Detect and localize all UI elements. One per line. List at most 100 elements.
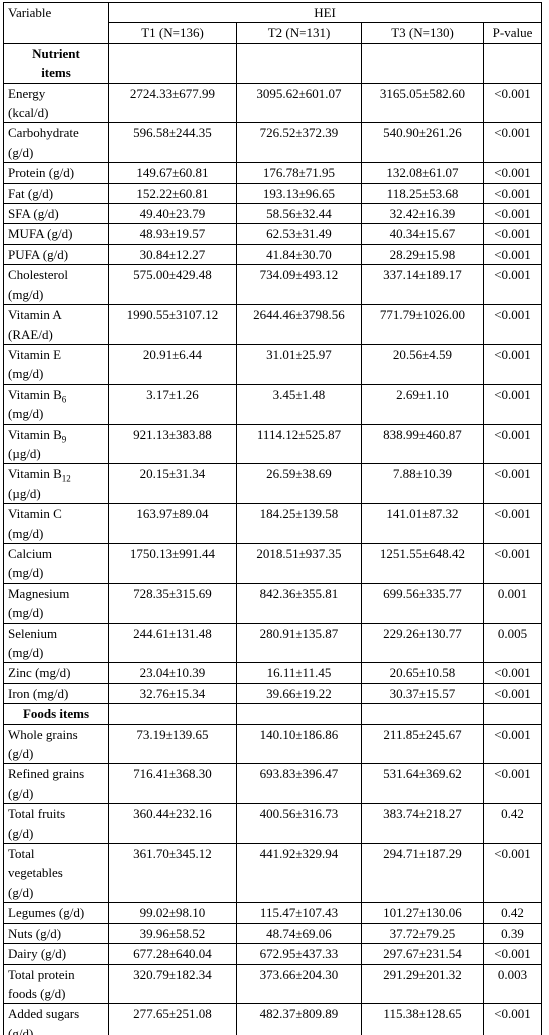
section-row: Foods items bbox=[3, 703, 543, 725]
header-cell: HEI bbox=[107, 1, 543, 24]
data-row: Added sugars (g/d) 277.65±251.08 482.37±809… bbox=[3, 1003, 543, 1035]
empty-cell bbox=[108, 42, 237, 84]
value-cell: 176.78±71.95 bbox=[236, 162, 362, 184]
data-row: Iron (mg/d) 32.76±15.34 39.66±19.22 30.37±1… bbox=[3, 682, 543, 705]
label-text: Selenium bbox=[8, 625, 58, 641]
row-label: Dairy (g/d) bbox=[3, 943, 109, 965]
section-row: Nutrient items bbox=[3, 42, 543, 84]
value-cell: 30.37±15.57 bbox=[361, 682, 484, 705]
value-cell: 540.90±261.26 bbox=[361, 122, 484, 164]
label-line: Vitamin C bbox=[8, 505, 104, 524]
label-text: (g/d) bbox=[8, 746, 34, 762]
header-cell: T3 (N=130) bbox=[361, 22, 484, 44]
value-cell: 132.08±61.07 bbox=[361, 162, 484, 184]
label-text: (g/d) bbox=[8, 825, 34, 841]
value-cell: 0.003 bbox=[482, 963, 543, 1005]
label-line: Vitamin B6 bbox=[8, 385, 104, 404]
empty-cell bbox=[361, 703, 484, 725]
value-cell: 101.27±130.06 bbox=[361, 902, 484, 924]
label-text: (g/d) bbox=[8, 884, 34, 900]
empty-cell bbox=[482, 42, 543, 84]
value-cell: 58.56±32.44 bbox=[236, 203, 362, 225]
label-text: (mg/d) bbox=[8, 525, 44, 541]
value-cell: 0.42 bbox=[482, 902, 543, 924]
label-line: PUFA (g/d) bbox=[8, 245, 104, 263]
value-cell: 280.91±135.87 bbox=[236, 622, 362, 664]
label-line: Vitamin B12 bbox=[8, 465, 104, 484]
value-cell: <0.001 bbox=[482, 264, 543, 306]
value-cell: 229.26±130.77 bbox=[361, 622, 484, 664]
value-cell: 3.45±1.48 bbox=[236, 383, 362, 425]
value-cell: <0.001 bbox=[482, 243, 543, 266]
label-line: Nuts (g/d) bbox=[8, 924, 104, 942]
label-line: Magnesium bbox=[8, 584, 104, 603]
label-text: Zinc (mg/d) bbox=[8, 665, 71, 681]
value-cell: 7.88±10.39 bbox=[361, 463, 484, 505]
label-line: Refined grains bbox=[8, 765, 104, 784]
row-label: Carbohydrate (g/d) bbox=[3, 122, 109, 164]
label-subscript: 9 bbox=[61, 434, 67, 445]
label-line: (g/d) bbox=[8, 824, 104, 843]
label-text: Total bbox=[8, 846, 35, 862]
value-cell: 0.005 bbox=[482, 622, 543, 664]
value-cell: 291.29±201.32 bbox=[361, 963, 484, 1005]
value-cell: 1990.55±3107.12 bbox=[108, 304, 237, 345]
label-line: (mg/d) bbox=[8, 524, 104, 543]
data-row: Magnesium (mg/d) 728.35±315.69 842.36±355.8… bbox=[3, 582, 543, 624]
value-cell: 699.56±335.77 bbox=[361, 582, 484, 624]
label-text: Total protein bbox=[8, 966, 75, 982]
label-line: (mg/d) bbox=[8, 404, 104, 423]
value-cell: 28.29±15.98 bbox=[361, 243, 484, 266]
data-row: Legumes (g/d) 99.02±98.10 115.47±107.43 101… bbox=[3, 902, 543, 924]
label-line: (mg/d) bbox=[8, 603, 104, 622]
label-text: Iron (mg/d) bbox=[8, 685, 69, 701]
value-cell: 115.38±128.65 bbox=[361, 1003, 484, 1035]
value-cell: 37.72±79.25 bbox=[361, 922, 484, 945]
value-cell: 99.02±98.10 bbox=[108, 902, 237, 924]
value-cell: 728.35±315.69 bbox=[108, 582, 237, 624]
row-label: Legumes (g/d) bbox=[3, 902, 109, 924]
label-text: Legumes (g/d) bbox=[8, 905, 85, 921]
label-text: (mg/d) bbox=[8, 565, 44, 581]
label-line: Fat (g/d) bbox=[8, 184, 104, 202]
label-text: (µg/d) bbox=[8, 485, 41, 501]
label-text: SFA (g/d) bbox=[8, 206, 59, 222]
label-text: (mg/d) bbox=[8, 605, 44, 621]
value-cell: 140.10±186.86 bbox=[236, 723, 362, 765]
value-cell: <0.001 bbox=[482, 162, 543, 184]
row-label: Vitamin A (RAE/d) bbox=[3, 304, 109, 345]
row-label: Vitamin C (mg/d) bbox=[3, 503, 109, 544]
data-row: Whole grains (g/d) 73.19±139.65 140.10±186.… bbox=[3, 723, 543, 765]
label-line: (RAE/d) bbox=[8, 325, 104, 344]
label-line: Total protein bbox=[8, 965, 104, 984]
label-subscript: 12 bbox=[61, 473, 71, 484]
label-text: (g/d) bbox=[8, 785, 34, 801]
label-text: PUFA (g/d) bbox=[8, 246, 69, 262]
value-cell: 2724.33±677.99 bbox=[108, 82, 237, 124]
value-cell: 244.61±131.48 bbox=[108, 622, 237, 664]
row-label: Whole grains (g/d) bbox=[3, 723, 109, 765]
value-cell: <0.001 bbox=[482, 82, 543, 124]
value-cell: 184.25±139.58 bbox=[236, 503, 362, 544]
section-title: items bbox=[41, 65, 71, 81]
label-line: Total fruits bbox=[8, 805, 104, 824]
value-cell: <0.001 bbox=[482, 542, 543, 584]
data-row: Cholesterol (mg/d) 575.00±429.48 734.09±493… bbox=[3, 264, 543, 306]
data-row: Vitamin B12 (µg/d) 20.15±31.34 26.59±38.69 7… bbox=[3, 463, 543, 505]
value-cell: 0.42 bbox=[482, 803, 543, 845]
value-cell: 677.28±640.04 bbox=[108, 943, 237, 965]
label-line: (g/d) bbox=[8, 744, 104, 763]
label-line: (g/d) bbox=[8, 784, 104, 803]
data-row: SFA (g/d) 49.40±23.79 58.56±32.44 32.42±16.… bbox=[3, 203, 543, 225]
value-cell: 3095.62±601.07 bbox=[236, 82, 362, 124]
label-line: Selenium bbox=[8, 624, 104, 643]
label-line: Legumes (g/d) bbox=[8, 904, 104, 922]
value-cell: 337.14±189.17 bbox=[361, 264, 484, 306]
label-text: MUFA (g/d) bbox=[8, 226, 73, 242]
label-text: Vitamin C bbox=[8, 506, 62, 522]
data-row: Carbohydrate (g/d) 596.58±244.35 726.52±372… bbox=[3, 122, 543, 164]
value-cell: 62.53±31.49 bbox=[236, 223, 362, 245]
label-line: (µg/d) bbox=[8, 444, 104, 463]
value-cell: 115.47±107.43 bbox=[236, 902, 362, 924]
label-text: Dairy (g/d) bbox=[8, 946, 67, 962]
